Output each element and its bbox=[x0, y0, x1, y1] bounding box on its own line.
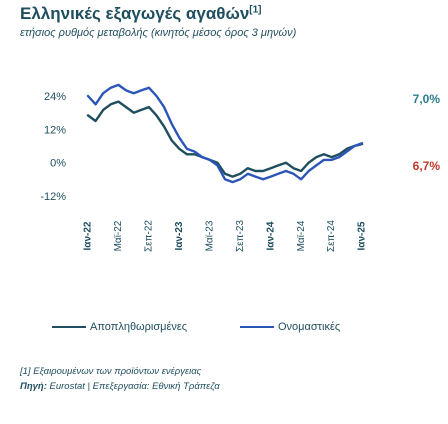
legend: Αποπληθωρισμένες Ονομαστικές bbox=[0, 321, 448, 341]
x-tick-label: Μαϊ-23 bbox=[204, 220, 215, 251]
end-label-nominal: 7,0% bbox=[413, 92, 441, 106]
x-tick-label: Σεπ-22 bbox=[144, 220, 155, 252]
x-tick-label: Σεπ-23 bbox=[235, 220, 246, 252]
end-label-deflated: 6,7% bbox=[413, 159, 441, 173]
x-tick-label: Ιαν-23 bbox=[174, 221, 185, 250]
legend-swatch-nominal bbox=[240, 326, 274, 329]
footnote: [1] Εξαιρουμένων των προϊόντων ενέργειας bbox=[20, 366, 202, 377]
series-line-nominal bbox=[86, 83, 364, 184]
source-prefix: Πηγή: bbox=[20, 381, 50, 392]
y-tick-label: 12% bbox=[44, 124, 66, 136]
series-line-deflated bbox=[86, 100, 364, 178]
legend-item-nominal: Ονομαστικές bbox=[240, 321, 340, 333]
legend-swatch-deflated bbox=[52, 326, 86, 329]
source-line: Πηγή: Eurostat | Επεξεργασία: Εθνική Τρά… bbox=[20, 381, 220, 392]
title-note: [1] bbox=[249, 4, 262, 16]
x-tick-label: Μαϊ-24 bbox=[296, 220, 307, 251]
x-tick-label: Ιαν-24 bbox=[265, 221, 276, 250]
legend-item-deflated: Αποπληθωρισμένες bbox=[52, 321, 187, 333]
y-tick-label: -12% bbox=[40, 191, 66, 203]
source-text: Eurostat | Επεξεργασία: Εθνική Τράπεζα bbox=[49, 381, 220, 392]
x-tick-label: Μαϊ-22 bbox=[113, 220, 124, 251]
legend-label-nominal: Ονομαστικές bbox=[278, 321, 341, 333]
y-tick-label: 0% bbox=[50, 158, 66, 170]
y-tick-label: 24% bbox=[44, 91, 66, 103]
chart-subtitle: ετήσιος ρυθμός μεταβολής (κινητός μέσος … bbox=[20, 27, 297, 39]
x-tick-label: Ιαν-22 bbox=[83, 221, 94, 250]
chart-title: Ελληνικές εξαγωγές αγαθών[1] bbox=[20, 4, 262, 23]
x-tick-label: Ιαν-25 bbox=[357, 221, 368, 250]
x-tick-label: Σεπ-24 bbox=[326, 220, 337, 252]
legend-label-deflated: Αποπληθωρισμένες bbox=[90, 321, 188, 333]
